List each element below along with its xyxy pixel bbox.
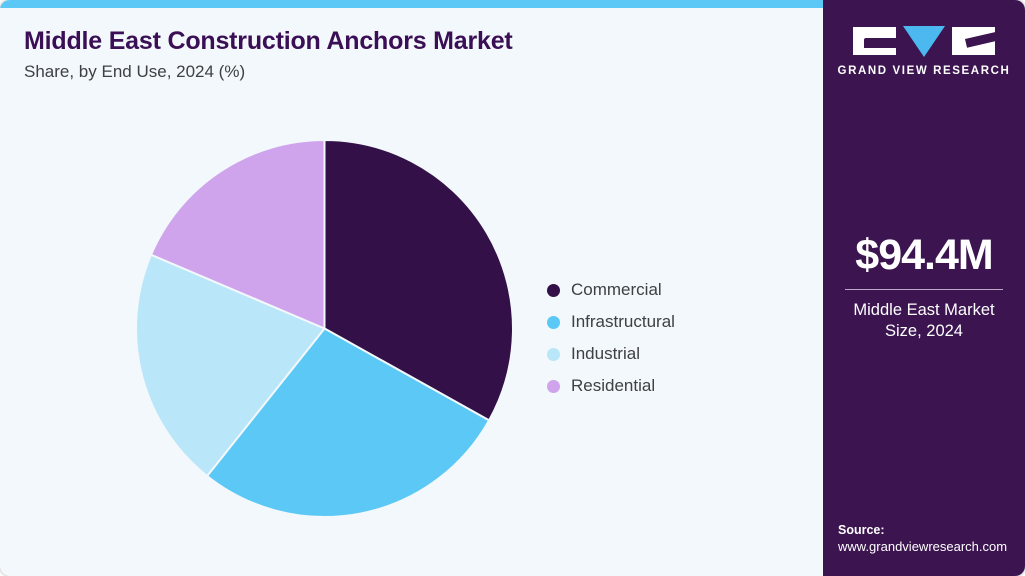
legend-item-residential[interactable]: Residential <box>547 370 675 402</box>
legend-label: Residential <box>571 376 656 395</box>
source-url[interactable]: www.grandviewresearch.com <box>838 539 1008 555</box>
legend-label: Industrial <box>571 344 640 363</box>
pie-slice-group <box>136 140 513 517</box>
legend-item-infrastructural[interactable]: Infrastructural <box>547 306 675 338</box>
market-size-stat: $94.4M Middle East Market Size, 2024 <box>823 234 1025 343</box>
top-accent-stripe <box>0 0 823 8</box>
chart-main-area: Middle East Construction Anchors Market … <box>0 8 823 576</box>
chart-legend: Commercial Infrastructural Industrial Resid… <box>547 274 675 402</box>
title-block: Middle East Construction Anchors Market … <box>24 27 784 82</box>
source-block: Source: www.grandviewresearch.com <box>838 522 1019 556</box>
logo-marks <box>823 25 1025 57</box>
stat-value: $94.4M <box>855 231 993 279</box>
legend-label: Infrastructural <box>571 312 675 331</box>
legend-item-industrial[interactable]: Industrial <box>547 338 675 370</box>
legend-swatch-icon <box>547 283 560 297</box>
logo-letter-g-icon <box>853 27 896 55</box>
grand-view-research-logo: GRAND VIEW RESEARCH <box>823 25 1025 77</box>
page-subtitle: Share, by End Use, 2024 (%) <box>24 61 246 81</box>
stat-caption: Middle East Market Size, 2024 <box>853 301 995 341</box>
logo-letter-v-icon <box>903 25 945 57</box>
legend-swatch-icon <box>547 379 560 393</box>
legend-item-commercial[interactable]: Commercial <box>547 274 675 306</box>
logo-letter-r-icon <box>952 27 995 55</box>
page-title: Middle East Construction Anchors Market <box>24 27 513 55</box>
pie-slice-commercial <box>323 140 513 422</box>
legend-label: Commercial <box>571 280 662 299</box>
pie-chart-svg <box>136 140 513 517</box>
legend-swatch-icon <box>547 315 560 329</box>
pie-chart <box>136 140 513 517</box>
source-label: Source: <box>838 522 885 537</box>
stat-divider <box>845 289 1003 290</box>
logo-wordmark: GRAND VIEW RESEARCH <box>837 65 1011 77</box>
pie-slice-residential <box>149 140 326 331</box>
pie-slice-industrial <box>136 253 327 478</box>
brand-side-panel: GRAND VIEW RESEARCH $94.4M Middle East M… <box>823 0 1025 576</box>
legend-swatch-icon <box>547 347 560 361</box>
pie-slice-infrastructural <box>205 327 491 517</box>
